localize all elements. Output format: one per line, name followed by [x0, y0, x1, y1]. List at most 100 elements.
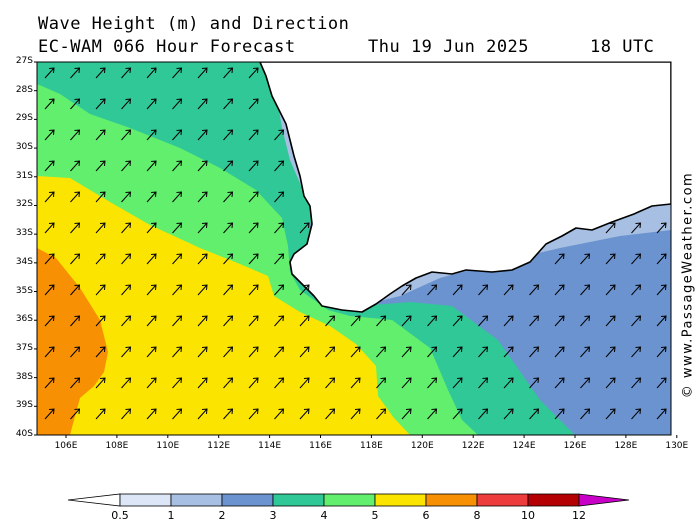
wave-direction-arrow	[656, 315, 667, 327]
wave-direction-arrow	[554, 315, 565, 327]
legend-swatch	[67, 493, 121, 507]
wave-direction-arrow	[70, 346, 81, 358]
wave-direction-arrow	[631, 377, 642, 389]
wave-direction-arrow	[197, 222, 208, 234]
wave-direction-arrow	[427, 346, 438, 358]
wave-direction-arrow	[656, 377, 667, 389]
wave-direction-arrow	[631, 315, 642, 327]
wave-direction-arrow	[376, 315, 387, 327]
wave-direction-arrow	[44, 67, 55, 79]
zone-5-6m	[37, 176, 410, 435]
wave-direction-arrow	[299, 222, 310, 234]
latitude-label: 33S	[15, 228, 33, 239]
wave-direction-arrow	[248, 346, 259, 358]
wave-direction-arrow	[146, 222, 157, 234]
wave-direction-arrow	[401, 284, 412, 296]
wave-direction-arrow	[121, 160, 132, 172]
wave-direction-arrow	[44, 253, 55, 265]
wave-direction-arrow	[197, 98, 208, 110]
wave-direction-arrow	[146, 408, 157, 420]
wave-direction-arrow	[503, 377, 514, 389]
wave-direction-arrow	[452, 346, 463, 358]
wave-direction-arrow	[70, 160, 81, 172]
wave-direction-arrow	[656, 284, 667, 296]
wave-direction-arrow	[350, 408, 361, 420]
wave-direction-arrow	[146, 346, 157, 358]
latitude-label: 39S	[15, 400, 33, 411]
longitude-label: 106E	[54, 441, 78, 451]
wave-direction-arrow	[95, 408, 106, 420]
australia-land	[259, 62, 671, 313]
legend-label: 3	[269, 509, 277, 522]
wave-direction-arrow	[44, 346, 55, 358]
wave-direction-arrow	[274, 222, 285, 234]
wave-direction-arrow	[605, 408, 616, 420]
legend-label: 4	[320, 509, 328, 522]
wave-direction-arrow	[146, 377, 157, 389]
wave-direction-arrow	[401, 346, 412, 358]
wave-direction-arrow	[631, 284, 642, 296]
wave-direction-arrow	[274, 408, 285, 420]
wave-direction-arrow	[503, 408, 514, 420]
legend-swatch	[119, 493, 172, 507]
wave-direction-arrow	[197, 160, 208, 172]
wave-direction-arrow	[95, 222, 106, 234]
wave-direction-arrow	[427, 408, 438, 420]
wave-direction-arrow	[121, 98, 132, 110]
wave-direction-arrow	[223, 222, 234, 234]
zone-6-8m	[37, 248, 108, 435]
wave-direction-arrow	[274, 315, 285, 327]
legend-label: 5	[371, 509, 379, 522]
legend-swatch	[578, 493, 630, 507]
forecast-time: 18 UTC	[590, 37, 655, 57]
wave-direction-arrow	[197, 67, 208, 79]
wave-direction-arrow	[172, 253, 183, 265]
wave-direction-arrow	[580, 408, 591, 420]
wave-direction-arrow	[172, 67, 183, 79]
wave-direction-arrow	[478, 284, 489, 296]
wave-direction-arrow	[248, 253, 259, 265]
latitude-label: 40S	[15, 429, 33, 439]
wave-direction-arrow	[121, 408, 132, 420]
legend-swatch	[374, 493, 427, 507]
wave-direction-arrow	[452, 377, 463, 389]
wave-direction-arrow	[248, 315, 259, 327]
wave-direction-arrow	[95, 129, 106, 141]
wave-direction-arrow	[44, 284, 55, 296]
wave-direction-arrow	[605, 377, 616, 389]
wave-direction-arrow	[529, 408, 540, 420]
wave-direction-arrow	[554, 346, 565, 358]
wave-direction-arrow	[146, 160, 157, 172]
longitude-label: 130E	[665, 441, 689, 451]
wave-direction-arrow	[44, 160, 55, 172]
wave-direction-arrow	[478, 377, 489, 389]
wave-direction-arrow	[70, 377, 81, 389]
wave-direction-arrow	[580, 253, 591, 265]
wave-direction-arrow	[121, 67, 132, 79]
wave-direction-arrow	[146, 315, 157, 327]
wave-direction-arrow	[223, 191, 234, 203]
wave-direction-arrow	[427, 315, 438, 327]
wave-direction-arrow	[95, 377, 106, 389]
wave-direction-arrow	[121, 346, 132, 358]
wave-direction-arrow	[274, 284, 285, 296]
wave-direction-arrow	[554, 253, 565, 265]
latitude-label: 31S	[15, 170, 33, 181]
wave-direction-arrow	[172, 129, 183, 141]
wave-direction-arrow	[146, 98, 157, 110]
map-title: Wave Height (m) and Direction	[38, 14, 350, 34]
wave-direction-arrow	[529, 346, 540, 358]
wave-direction-arrow	[299, 346, 310, 358]
wave-direction-arrow	[223, 377, 234, 389]
wave-direction-arrow	[580, 377, 591, 389]
wave-direction-arrow	[605, 222, 616, 234]
wave-direction-arrow	[223, 346, 234, 358]
wave-direction-arrow	[503, 315, 514, 327]
wave-direction-arrow	[452, 315, 463, 327]
wave-direction-arrow	[631, 222, 642, 234]
legend-label: 6	[422, 509, 430, 522]
wave-direction-arrow	[223, 408, 234, 420]
wave-direction-arrow	[580, 346, 591, 358]
wave-direction-arrow	[299, 408, 310, 420]
wave-direction-arrow	[172, 191, 183, 203]
